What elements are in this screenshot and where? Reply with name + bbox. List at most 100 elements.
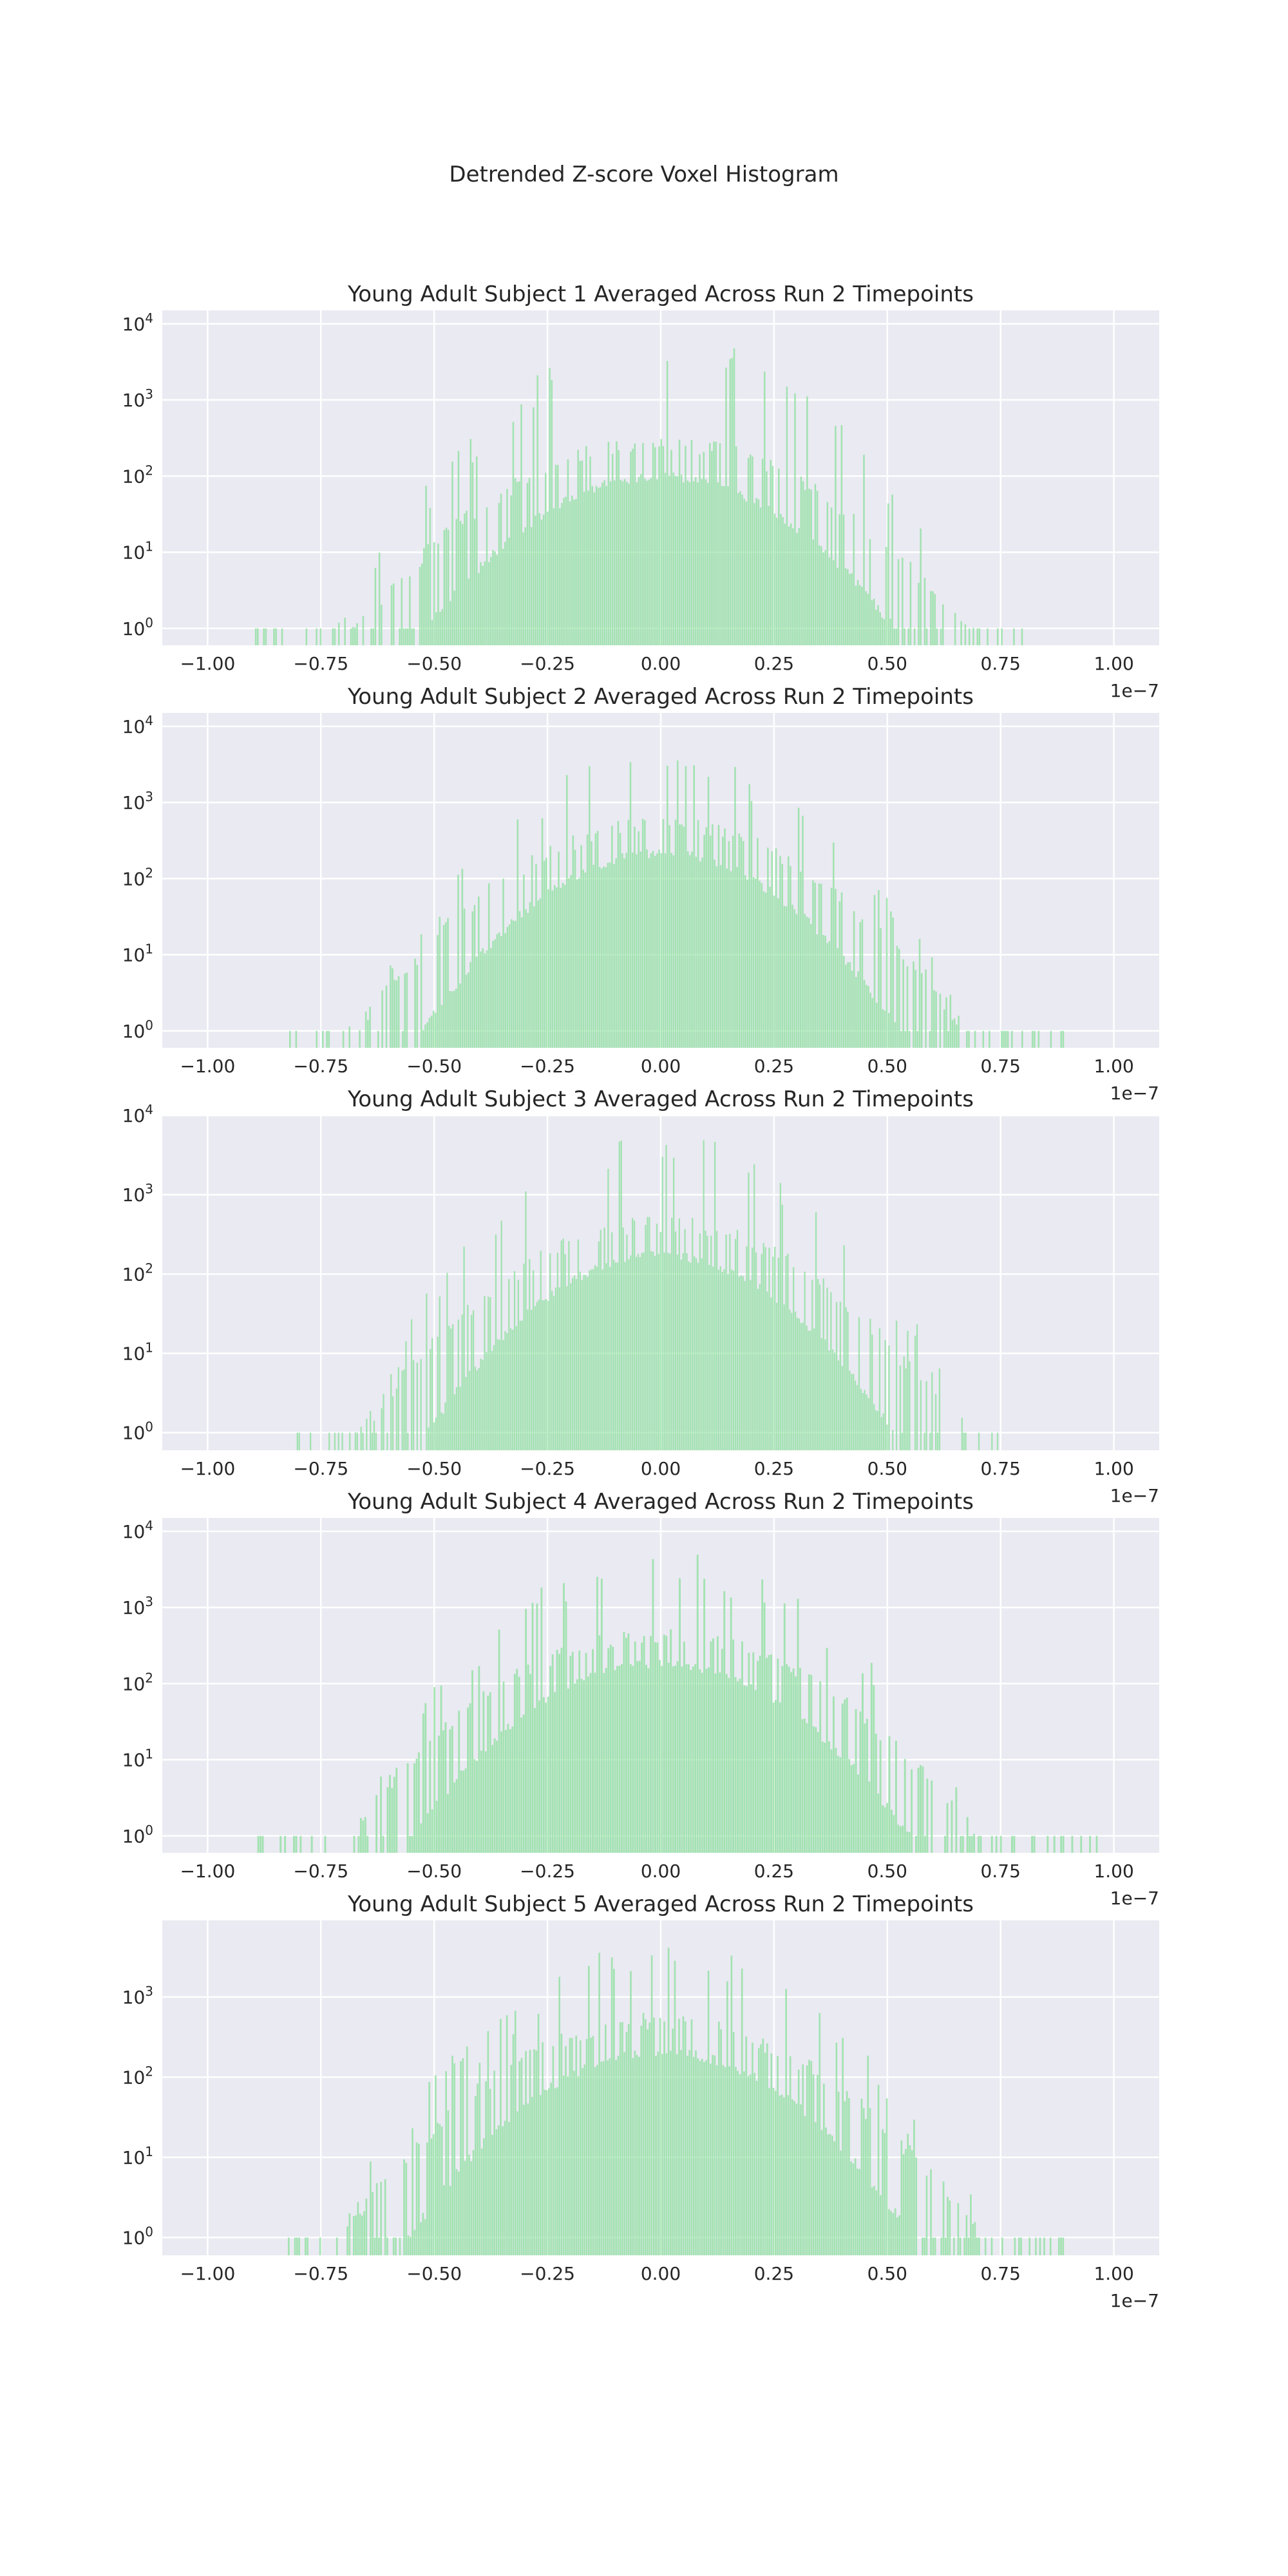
histogram-bar [553, 1296, 555, 1450]
x-tick-label: 0.25 [754, 1056, 794, 1077]
histogram-bar [565, 2046, 567, 2255]
histogram-bar [707, 777, 710, 1048]
histogram-bar [609, 2058, 611, 2255]
histogram-bar [497, 1339, 499, 1450]
histogram-bar [502, 1340, 504, 1450]
histogram-bar [401, 1370, 403, 1450]
histogram-bar [674, 1231, 677, 1450]
histogram-bar [494, 551, 496, 645]
histogram-bar [592, 2036, 594, 2255]
histogram-bar [453, 2063, 456, 2255]
histogram-bar [670, 1629, 672, 1853]
histogram-bar [819, 1681, 822, 1853]
histogram-bar [646, 849, 648, 1048]
histogram-bar [723, 1591, 726, 1853]
histogram-bar [441, 609, 444, 645]
histogram-bar [638, 2056, 640, 2255]
histogram-bar [706, 482, 709, 645]
histogram-bar [464, 1768, 467, 1853]
x-tick-label: 0.50 [867, 653, 907, 674]
histogram-bar [820, 546, 822, 645]
x-offset-label: 1e−7 [1110, 2290, 1159, 2311]
histogram-bar [589, 457, 591, 645]
histogram-bar [837, 948, 838, 1048]
histogram-bar [888, 1736, 891, 1853]
histogram-bar [363, 2211, 365, 2255]
histogram-bar [517, 1280, 519, 1450]
histogram-bar [867, 986, 869, 1048]
histogram-bar [573, 2070, 575, 2255]
histogram-bar [638, 477, 640, 645]
histogram-bar [391, 1788, 393, 1853]
histogram-bar [619, 833, 621, 1048]
histogram-bar [826, 943, 829, 1048]
histogram-bar [429, 507, 431, 645]
histogram-bar [439, 2124, 441, 2255]
histogram-bar [473, 518, 476, 645]
histogram-bar [714, 1142, 716, 1450]
histogram-bar [899, 1826, 902, 1853]
histogram-bar [589, 1672, 592, 1853]
histogram-bar [420, 1823, 422, 1853]
histogram-bar [949, 994, 952, 1048]
histogram-bar [502, 878, 504, 1048]
histogram-bar [307, 2237, 308, 2255]
histogram-bar [442, 1730, 444, 1853]
histogram-bar [449, 991, 451, 1048]
histogram-bar [984, 2237, 987, 2255]
histogram-bar [907, 2134, 909, 2255]
histogram-bar [769, 887, 771, 1048]
histogram-bar [873, 895, 876, 1048]
histogram-bar [770, 1297, 772, 1450]
histogram-bar [913, 628, 916, 645]
histogram-bar [531, 1602, 534, 1853]
histogram-bar [521, 1320, 523, 1450]
histogram-bar [310, 1432, 312, 1450]
histogram-bar [722, 837, 724, 1048]
histogram-bar [683, 1642, 685, 1853]
histogram-bar [491, 2134, 493, 2255]
histogram-bar [469, 961, 471, 1048]
histogram-bar [715, 1231, 718, 1450]
histogram-bar [549, 368, 551, 645]
histogram-bar [370, 2161, 372, 2255]
x-tick-label: 0.75 [981, 1056, 1021, 1077]
histogram-bar [374, 567, 377, 645]
histogram-bar [634, 2050, 636, 2255]
histogram-bar [923, 2237, 926, 2255]
histogram-bar [959, 2237, 961, 2255]
histogram-bar [810, 1674, 813, 1853]
histogram-bar [579, 1271, 581, 1450]
histogram-bar [772, 466, 774, 645]
histogram-bar [295, 1835, 298, 1853]
histogram-bar [674, 1960, 676, 2255]
histogram-bar [741, 1641, 743, 1853]
histogram-bar [817, 1279, 819, 1450]
histogram-bar [657, 2051, 659, 2255]
histogram-bar [650, 853, 652, 1048]
y-tick-label: 104 [122, 1102, 153, 1126]
histogram-bar [534, 1306, 536, 1450]
histogram-bar [421, 564, 423, 645]
histogram-bar [383, 1394, 384, 1450]
histogram-bar [806, 1325, 808, 1450]
histogram-bar [771, 851, 773, 1048]
histogram-bar [742, 1276, 744, 1450]
histogram-bar [705, 2060, 708, 2255]
histogram-bar [577, 450, 579, 645]
histogram-bar [563, 1583, 565, 1853]
histogram-bar [359, 1030, 361, 1048]
histogram-bar [664, 473, 667, 645]
histogram-bar [837, 1756, 839, 1853]
histogram-bar [364, 1817, 366, 1853]
histogram-bar [585, 2039, 588, 2255]
histogram-bar [603, 480, 605, 645]
histogram-bar [722, 2065, 724, 2255]
histogram-bar [922, 2237, 923, 2255]
histogram-bar [810, 2061, 813, 2255]
histogram-bar [490, 557, 492, 645]
histogram-bar [839, 1757, 842, 1853]
histogram-bar [393, 980, 396, 1048]
histogram-bar [953, 2237, 955, 2255]
histogram-bar [699, 1233, 701, 1450]
